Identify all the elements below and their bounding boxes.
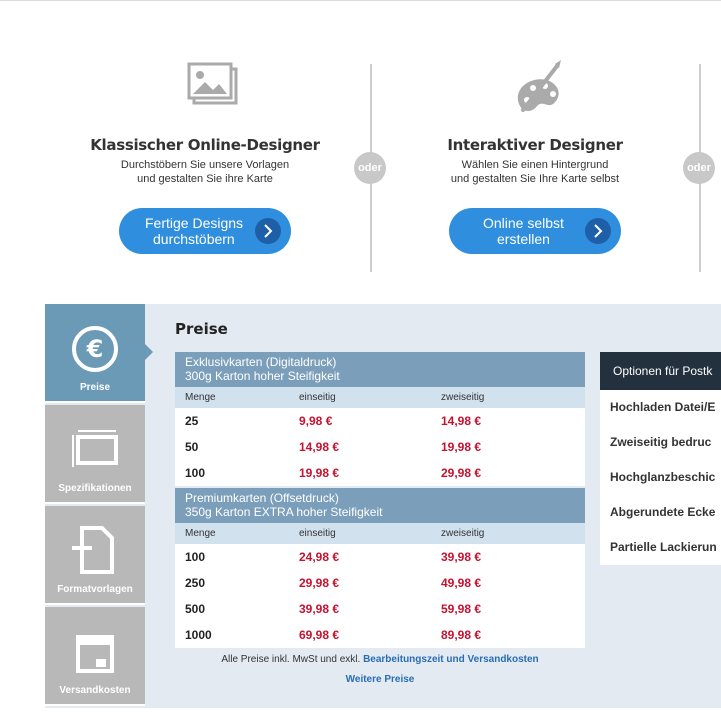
price-double: 59,98 € <box>441 602 482 616</box>
price-double: 19,98 € <box>441 440 482 454</box>
qty: 100 <box>185 550 206 564</box>
col-einseitig: einseitig <box>299 528 336 539</box>
euro-icon: € <box>70 324 120 374</box>
table-header: Exklusivkarten (Digitaldruck) 300g Karto… <box>175 352 585 387</box>
price-single: 19,98 € <box>299 466 340 480</box>
tab-spezifikationen[interactable]: Spezifikationen <box>45 405 145 504</box>
table-row: 50 14,98 € 19,98 € <box>175 434 585 460</box>
table-row: 100 19,98 € 29,98 € <box>175 460 585 486</box>
qty: 25 <box>185 414 199 428</box>
classic-designer-title: Klassischer Online-Designer <box>90 136 320 154</box>
option-item[interactable]: Partielle Lackierun <box>610 540 717 554</box>
tab-preise-label: Preise <box>79 382 111 393</box>
chevron-right-icon <box>255 218 281 244</box>
price-double: 89,98 € <box>441 628 482 642</box>
qty: 500 <box>185 602 206 616</box>
tab-formatvorlagen[interactable]: Formatvorlagen <box>45 506 145 605</box>
price-single: 24,98 € <box>299 550 340 564</box>
qty: 50 <box>185 440 199 454</box>
interactive-designer-title: Interaktiver Designer <box>447 136 623 154</box>
price-double: 14,98 € <box>441 414 482 428</box>
options-header: Optionen für Postk <box>600 352 721 390</box>
price-single: 9,98 € <box>299 414 333 428</box>
option-item[interactable]: Hochladen Datei/E <box>610 400 716 414</box>
palette-icon <box>495 60 575 124</box>
interactive-designer: Interaktiver Designer Wählen Sie einen H… <box>400 60 670 254</box>
browse-designs-label-1: Fertige Designs <box>145 215 244 231</box>
option-item[interactable]: Zweiseitig bedruc <box>610 435 712 449</box>
price-note-text: Alle Preise inkl. MwSt und exkl. <box>221 654 361 665</box>
table-row: 100 24,98 € 39,98 € <box>175 544 585 570</box>
prices-title: Preise <box>175 320 228 338</box>
col-menge: Menge <box>185 528 216 539</box>
box-icon <box>70 627 120 677</box>
tab-formatvorlagen-label: Formatvorlagen <box>57 584 133 595</box>
col-zweiseitig: zweiseitig <box>441 528 485 539</box>
options-panel: Optionen für Postk Hochladen Datei/E Zwe… <box>600 352 721 565</box>
classic-designer-desc-2: und gestalten Sie ihre Karte <box>137 173 273 185</box>
browse-designs-button[interactable]: Fertige Designs durchstöbern <box>119 208 291 254</box>
tab-spezifikationen-label: Spezifikationen <box>58 483 132 494</box>
shipping-time-link[interactable]: Bearbeitungszeit und Versandkosten <box>363 654 539 665</box>
price-double: 49,98 € <box>441 576 482 590</box>
product-info-panel: € Preise Spezifikationen Formatvorlagen … <box>45 304 721 708</box>
oder-badge: oder <box>683 152 715 184</box>
classic-designer: Klassischer Online-Designer Durchstöbern… <box>70 60 340 254</box>
table-row: 250 29,98 € 49,98 € <box>175 570 585 596</box>
top-divider <box>0 0 721 1</box>
price-table-premium: Premiumkarten (Offsetdruck) 350g Karton … <box>175 488 585 648</box>
tab-preise[interactable]: € Preise <box>45 304 153 403</box>
chevron-right-icon <box>585 218 611 244</box>
table-title: Exklusivkarten (Digitaldruck) <box>185 355 337 369</box>
column-headers: Menge einseitig zweiseitig <box>175 387 585 408</box>
col-menge: Menge <box>185 392 216 403</box>
oder-badge: oder <box>354 152 386 184</box>
price-double: 29,98 € <box>441 466 482 480</box>
price-single: 39,98 € <box>299 602 340 616</box>
create-online-button[interactable]: Online selbst erstellen <box>449 208 621 254</box>
price-note: Alle Preise inkl. MwSt und exkl. Bearbei… <box>175 654 585 665</box>
col-einseitig: einseitig <box>299 392 336 403</box>
table-row: 500 39,98 € 59,98 € <box>175 596 585 622</box>
image-icon <box>165 60 245 124</box>
create-online-label-2: erstellen <box>497 231 550 247</box>
price-table-exklusiv: Exklusivkarten (Digitaldruck) 300g Karto… <box>175 352 585 486</box>
dimensions-icon <box>70 425 120 475</box>
table-subtitle: 350g Karton EXTRA hoher Steifigkeit <box>185 505 383 519</box>
price-single: 29,98 € <box>299 576 340 590</box>
price-single: 14,98 € <box>299 440 340 454</box>
qty: 100 <box>185 466 206 480</box>
template-icon <box>70 526 120 576</box>
svg-text:€: € <box>86 335 104 363</box>
qty: 250 <box>185 576 206 590</box>
table-title: Premiumkarten (Offsetdruck) <box>185 491 339 505</box>
price-double: 39,98 € <box>441 550 482 564</box>
price-single: 69,98 € <box>299 628 340 642</box>
interactive-designer-desc-1: Wählen Sie einen Hintergrund <box>461 159 609 171</box>
tab-versandkosten-label: Versandkosten <box>59 685 131 696</box>
interactive-designer-desc-2: und gestalten Sie Ihre Karte selbst <box>450 173 620 185</box>
table-row: 1000 69,98 € 89,98 € <box>175 622 585 648</box>
browse-designs-label-2: durchstöbern <box>153 231 235 247</box>
col-zweiseitig: zweiseitig <box>441 392 485 403</box>
option-item[interactable]: Hochglanzbeschic <box>610 470 716 484</box>
more-prices-link[interactable]: Weitere Preise <box>345 674 415 685</box>
option-item[interactable]: Abgerundete Ecke <box>610 505 716 519</box>
create-online-label-1: Online selbst <box>483 215 564 231</box>
tab-versandkosten[interactable]: Versandkosten <box>45 607 145 706</box>
qty: 1000 <box>185 628 212 642</box>
column-headers: Menge einseitig zweiseitig <box>175 523 585 544</box>
table-header: Premiumkarten (Offsetdruck) 350g Karton … <box>175 488 585 523</box>
table-row: 25 9,98 € 14,98 € <box>175 408 585 434</box>
table-subtitle: 300g Karton hoher Steifigkeit <box>185 369 340 383</box>
classic-designer-desc-1: Durchstöbern Sie unsere Vorlagen <box>120 159 290 171</box>
